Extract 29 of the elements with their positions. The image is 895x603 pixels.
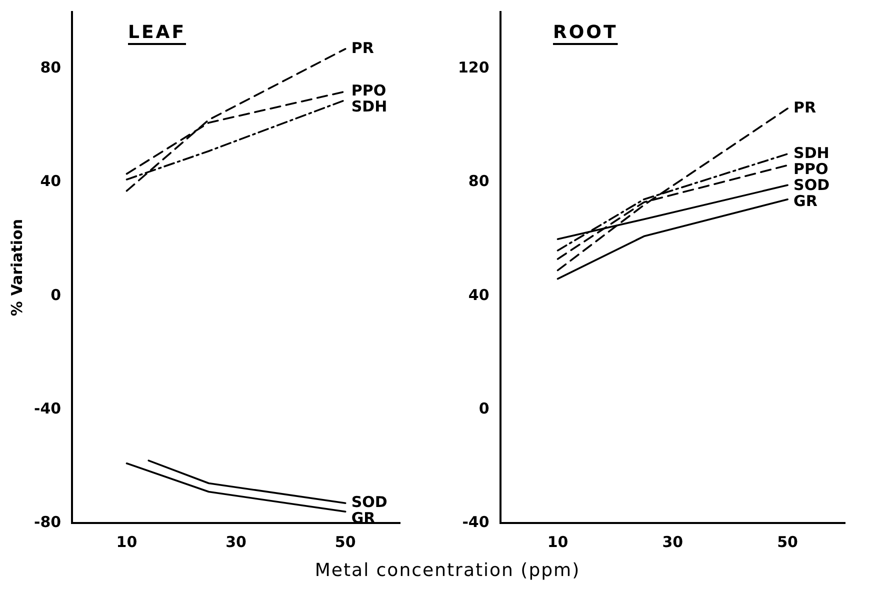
y-axis-title: % Variation — [8, 218, 26, 316]
x-tick-label: 50 — [334, 532, 356, 551]
y-tick-label: 80 — [40, 58, 62, 77]
series-label: PR — [794, 98, 817, 116]
x-axis-title: Metal concentration (ppm) — [314, 560, 582, 581]
x-tick-label: 10 — [547, 532, 568, 551]
y-tick-label: -80 — [34, 512, 62, 531]
text: LEAF — [128, 22, 186, 43]
y-tick-label: 0 — [478, 399, 490, 418]
series-label: SOD — [794, 176, 830, 194]
text: ROOT — [553, 22, 618, 43]
y-tick-label: 120 — [458, 58, 490, 77]
series-label: PPO — [351, 81, 386, 100]
y-tick-label: 40 — [40, 172, 62, 190]
series-label: GR — [794, 192, 818, 210]
y-tick-label: 80 — [468, 172, 490, 190]
x-tick-label: 10 — [116, 532, 138, 551]
series-label: SDH — [351, 97, 388, 116]
series-label: PR — [351, 38, 374, 57]
series-label: SOD — [351, 493, 388, 512]
series-label: SDH — [794, 144, 830, 162]
y-tick-label: -40 — [462, 512, 490, 531]
y-tick-label: 40 — [468, 286, 490, 304]
x-tick-label: 50 — [777, 532, 798, 551]
y-tick-label: 0 — [50, 286, 62, 304]
series-label: PPO — [794, 160, 828, 178]
x-tick-label: 30 — [662, 532, 684, 551]
y-tick-label: -40 — [34, 399, 62, 418]
x-tick-label: 30 — [226, 532, 246, 551]
